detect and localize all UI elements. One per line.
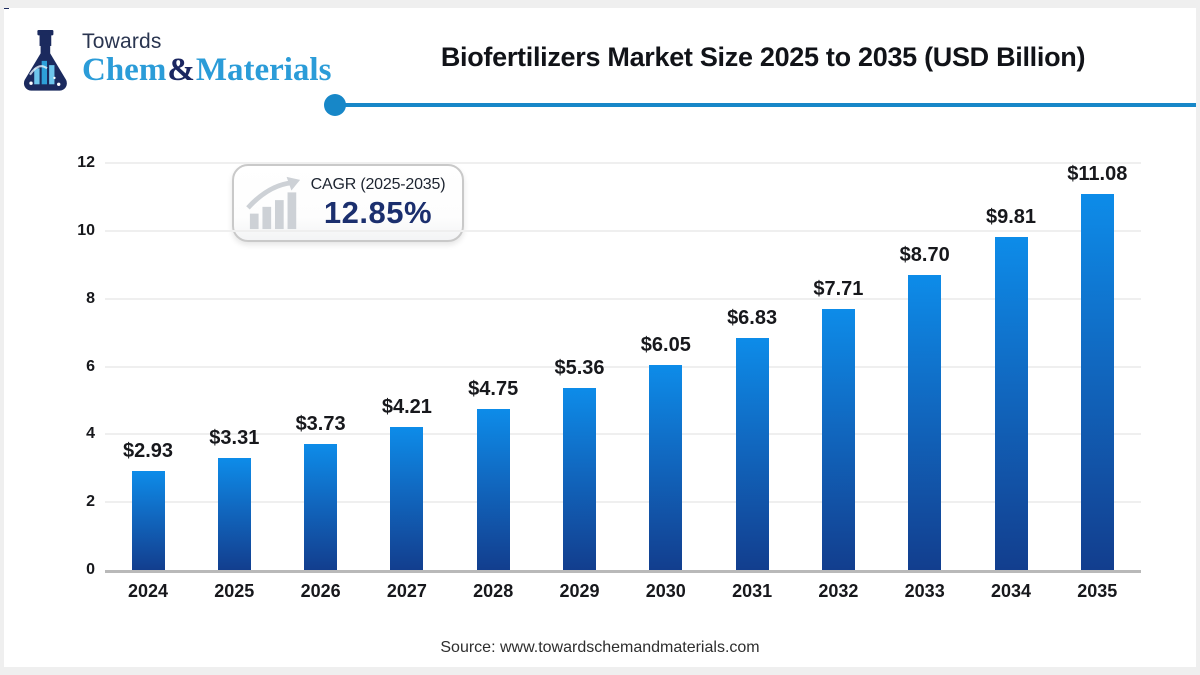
flask-icon	[23, 30, 67, 91]
bar-slot: $11.08	[1054, 163, 1140, 570]
bar-value-label: $4.75	[468, 377, 519, 400]
x-axis-label: 2034	[990, 581, 1032, 601]
corner-accent-square	[4, 8, 9, 9]
brand-logo: Towards Chem&Materials	[14, 24, 331, 96]
bar-slot: $6.83	[709, 163, 795, 570]
bar-value-label: $7.71	[813, 277, 864, 300]
y-axis-tick-label: 0	[86, 561, 95, 578]
brand-logo-text: Towards Chem&Materials	[82, 24, 332, 88]
x-axis-label: 2029	[559, 581, 600, 601]
cagr-value: 12.85%	[323, 194, 433, 230]
bar-value-label: $6.83	[727, 307, 778, 330]
bar	[304, 443, 338, 570]
bar-slot: $9.81	[968, 163, 1054, 570]
bar	[476, 408, 510, 570]
bar-slot: $8.70	[882, 163, 968, 570]
bar	[217, 457, 251, 570]
bar	[563, 388, 596, 570]
y-axis-tick-label: 12	[77, 154, 95, 171]
gridline	[105, 297, 1141, 300]
x-axis: 2024 2025 2026 2027 2028 2029 2030 2031 2032 2033…	[105, 581, 1141, 609]
brand-name-top: Towards	[82, 30, 162, 53]
cagr-badge: CAGR (2025-2035) 12.85%	[232, 164, 464, 242]
gridline	[105, 501, 1141, 504]
y-axis-tick-label: 2	[86, 493, 95, 511]
divider-dot	[324, 94, 346, 116]
x-axis-label: 2025	[214, 581, 255, 601]
page-title: Biofertilizers Market Size 2025 to 2035 …	[440, 42, 1086, 72]
x-axis-label: 2026	[300, 581, 341, 601]
x-axis-label: 2033	[904, 581, 945, 601]
bar-slot: $4.75	[450, 163, 536, 570]
x-axis-label: 2030	[645, 581, 686, 601]
cagr-text-block: CAGR (2025-2035) 12.85%	[306, 176, 450, 231]
brand-materials: Materials	[195, 52, 332, 88]
bar	[649, 364, 683, 570]
bar-slot: $3.31	[191, 163, 277, 570]
x-axis-label: 2027	[386, 581, 427, 601]
bar-value-label: $6.05	[640, 333, 691, 356]
y-axis-tick-label: 10	[77, 221, 95, 239]
gridline	[105, 162, 1141, 164]
gridline	[105, 365, 1141, 368]
header-divider-line	[324, 94, 1196, 116]
bar-value-label: $9.81	[985, 206, 1037, 229]
bar-value-label: $11.08	[1067, 163, 1128, 186]
bar-value-label: $4.21	[381, 396, 432, 419]
bar-value-label: $8.70	[899, 243, 950, 266]
growth-bars-arrow-icon	[246, 176, 301, 230]
x-axis-label: 2032	[818, 581, 859, 601]
bar	[390, 427, 424, 570]
bar-slot: $7.71	[795, 163, 881, 570]
y-axis-tick-label: 4	[86, 425, 95, 443]
bar	[821, 308, 855, 570]
bar-value-label: $3.73	[295, 412, 346, 435]
brand-ampersand: &	[167, 52, 195, 88]
bar	[131, 470, 165, 570]
x-axis-label: 2031	[732, 581, 773, 601]
brand-name-main: Chem&Materials	[82, 52, 332, 88]
y-axis-tick-label: 6	[86, 357, 95, 375]
brand-chem: Chem	[82, 52, 167, 88]
x-axis-label: 2035	[1077, 581, 1118, 601]
bar-slot: $3.73	[278, 163, 364, 570]
bar-slot: $4.21	[364, 163, 450, 570]
source-note: Source: www.towardschemandmaterials.com	[440, 639, 760, 656]
gridline	[105, 433, 1141, 436]
x-axis-label: 2024	[127, 581, 169, 601]
bar	[994, 237, 1028, 570]
bar-slot: $5.36	[537, 163, 623, 570]
bar	[735, 338, 769, 570]
bar-value-label: $5.36	[554, 357, 605, 380]
y-axis-tick-label: 8	[86, 289, 95, 307]
bar	[908, 274, 942, 570]
plot-area: 0 2 4 6 8 10 12 $2.93 $3.31 $3.73 $4.21 $4.75 $5.36 $…	[77, 154, 1141, 578]
bar	[1080, 194, 1114, 570]
x-axis-label: 2028	[473, 581, 514, 601]
cagr-label: CAGR (2025-2035)	[310, 175, 446, 193]
bar-slot: $6.05	[623, 163, 709, 570]
bar-value-label: $3.31	[209, 426, 260, 449]
bar-slot: $2.93	[105, 163, 191, 570]
bar-value-label: $2.93	[122, 439, 174, 462]
gridline	[105, 229, 1141, 232]
